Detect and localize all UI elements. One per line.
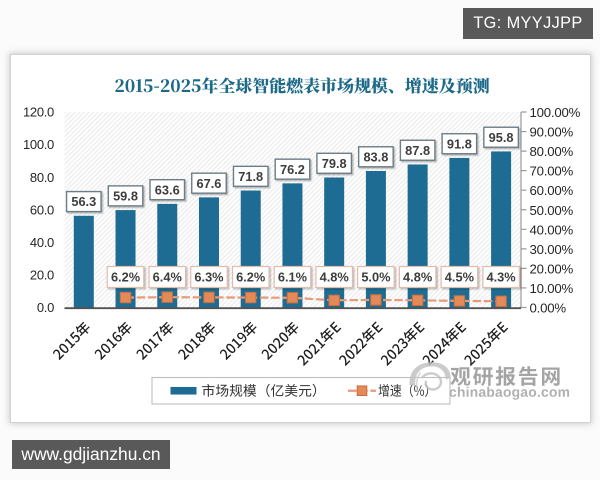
svg-text:20.00%: 20.00% bbox=[530, 261, 574, 276]
svg-text:100.00%: 100.00% bbox=[530, 105, 581, 120]
svg-text:100.0: 100.0 bbox=[23, 137, 54, 152]
svg-text:83.8: 83.8 bbox=[363, 149, 388, 164]
svg-text:6.2%: 6.2% bbox=[111, 270, 141, 285]
svg-text:6.4%: 6.4% bbox=[153, 270, 183, 285]
svg-text:40.00%: 40.00% bbox=[530, 222, 574, 237]
svg-text:4.5%: 4.5% bbox=[445, 270, 475, 285]
svg-text:60.0: 60.0 bbox=[30, 202, 54, 217]
svg-text:6.3%: 6.3% bbox=[194, 270, 224, 285]
svg-text:80.00%: 80.00% bbox=[530, 144, 574, 159]
svg-text:10.00%: 10.00% bbox=[530, 281, 574, 296]
svg-text:71.8: 71.8 bbox=[238, 169, 263, 184]
svg-text:6.2%: 6.2% bbox=[236, 270, 266, 285]
svg-text:20.0: 20.0 bbox=[30, 268, 54, 283]
svg-text:95.8: 95.8 bbox=[489, 130, 514, 145]
svg-text:63.6: 63.6 bbox=[155, 182, 180, 197]
svg-text:67.6: 67.6 bbox=[197, 176, 222, 191]
svg-text:50.00%: 50.00% bbox=[530, 203, 574, 218]
svg-text:4.8%: 4.8% bbox=[320, 270, 350, 285]
svg-text:60.00%: 60.00% bbox=[530, 183, 574, 198]
svg-text:4.3%: 4.3% bbox=[487, 270, 517, 285]
svg-text:59.8: 59.8 bbox=[113, 188, 138, 203]
svg-text:90.00%: 90.00% bbox=[530, 125, 574, 140]
svg-text:6.1%: 6.1% bbox=[278, 270, 308, 285]
svg-text:87.8: 87.8 bbox=[405, 143, 430, 158]
svg-text:120.0: 120.0 bbox=[23, 105, 54, 120]
svg-text:4.8%: 4.8% bbox=[403, 270, 433, 285]
svg-text:0.0: 0.0 bbox=[37, 300, 54, 315]
svg-text:0.00%: 0.00% bbox=[530, 301, 567, 316]
svg-text:91.8: 91.8 bbox=[447, 136, 472, 151]
svg-text:56.3: 56.3 bbox=[71, 194, 96, 209]
svg-text:30.00%: 30.00% bbox=[530, 242, 574, 257]
svg-text:80.0: 80.0 bbox=[30, 170, 54, 185]
svg-text:76.2: 76.2 bbox=[280, 162, 305, 177]
svg-text:70.00%: 70.00% bbox=[530, 164, 574, 179]
svg-text:5.0%: 5.0% bbox=[361, 270, 391, 285]
svg-text:40.0: 40.0 bbox=[30, 235, 54, 250]
svg-text:79.8: 79.8 bbox=[322, 156, 347, 171]
